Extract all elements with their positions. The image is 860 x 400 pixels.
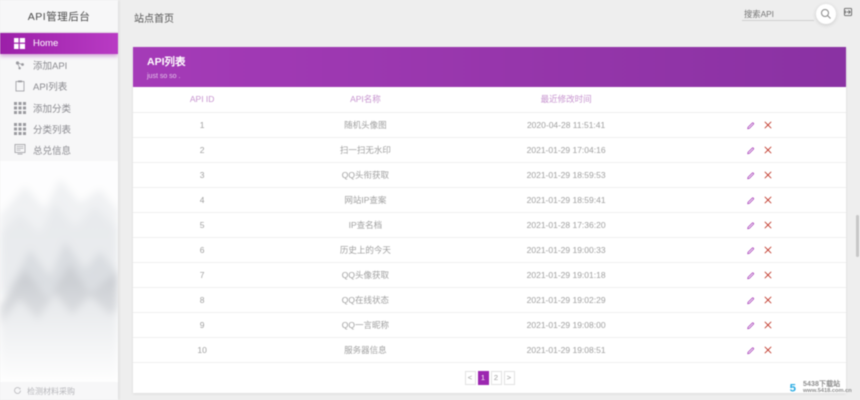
svg-text:5: 5 [790,383,797,394]
